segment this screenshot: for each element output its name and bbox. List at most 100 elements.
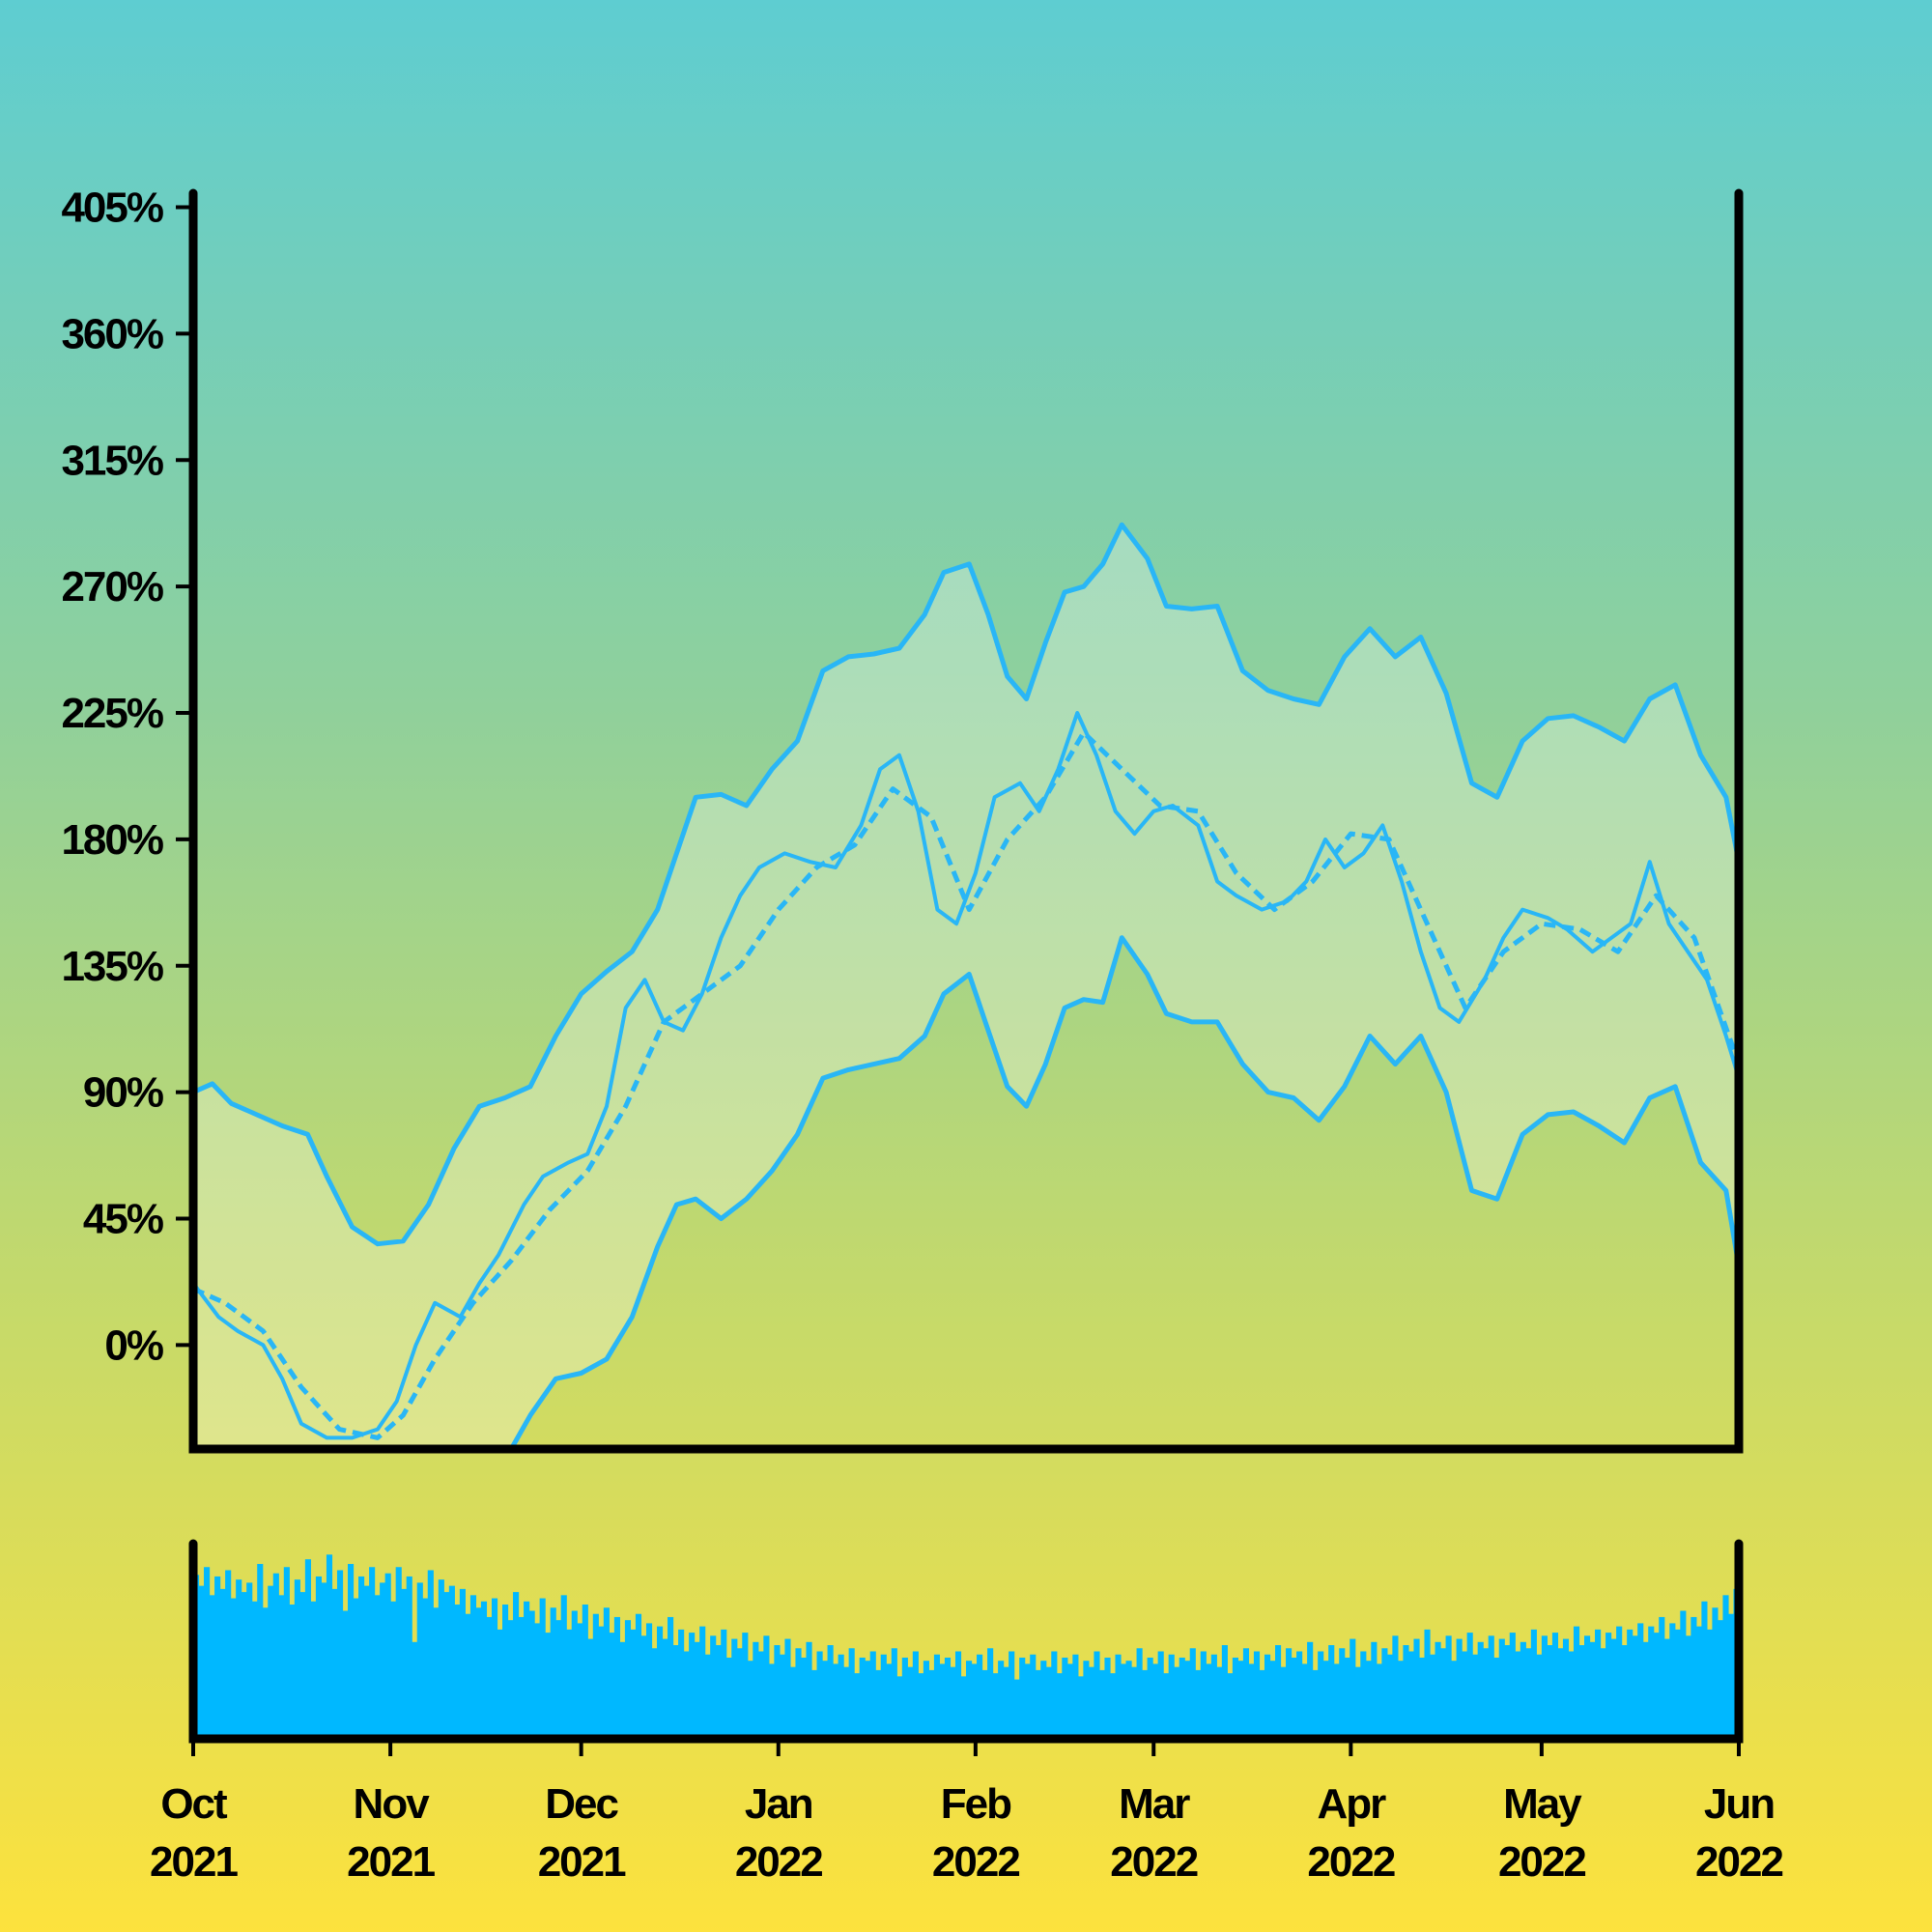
volume-bar — [1466, 1633, 1473, 1739]
volume-bar — [635, 1613, 642, 1739]
volume-bar — [613, 1616, 620, 1739]
volume-bar — [1030, 1654, 1037, 1739]
volume-bar — [1333, 1663, 1340, 1739]
volume-bar — [694, 1641, 700, 1739]
volume-bar — [321, 1582, 327, 1739]
volume-bar — [1354, 1666, 1361, 1739]
y-tick-label: 360% — [61, 310, 162, 357]
volume-bar — [1094, 1651, 1100, 1739]
volume-bar — [1727, 1613, 1735, 1739]
volume-bar — [1498, 1638, 1505, 1739]
volume-bar — [1009, 1651, 1015, 1739]
volume-bar — [1200, 1651, 1207, 1739]
volume-bar — [710, 1635, 717, 1739]
volume-bar — [1584, 1635, 1591, 1739]
volume-bar — [1621, 1645, 1628, 1739]
volume-bar — [912, 1651, 919, 1739]
volume-bar — [469, 1595, 477, 1739]
volume-bars — [193, 1554, 1740, 1739]
volume-bar — [566, 1629, 573, 1739]
volume-bar — [987, 1648, 994, 1739]
volume-bar — [1605, 1633, 1612, 1739]
volume-bar — [374, 1595, 381, 1739]
volume-bar — [358, 1576, 365, 1739]
volume-bar — [1557, 1648, 1564, 1739]
volume-bar — [1424, 1629, 1431, 1739]
volume-bar — [1121, 1663, 1127, 1739]
volume-bar — [412, 1641, 418, 1739]
volume-bar — [1216, 1666, 1223, 1739]
volume-bar — [1706, 1629, 1714, 1739]
volume-bar — [592, 1613, 599, 1739]
volume-bar — [454, 1605, 461, 1739]
volume-bar — [689, 1633, 696, 1739]
y-tick-label: 0% — [104, 1321, 162, 1369]
volume-bar — [662, 1638, 668, 1739]
volume-bar — [1051, 1651, 1058, 1739]
volume-bar — [833, 1663, 839, 1739]
volume-bar — [299, 1592, 306, 1739]
volume-bar — [923, 1661, 929, 1739]
volume-bar — [241, 1592, 247, 1739]
volume-bar — [555, 1620, 562, 1739]
x-tick-month-label: Feb — [941, 1780, 1011, 1828]
x-tick-year-label: 2021 — [150, 1838, 238, 1886]
volume-bar — [1509, 1633, 1516, 1739]
volume-bar — [1430, 1654, 1436, 1739]
volume-bar — [827, 1645, 834, 1739]
volume-bar — [699, 1626, 706, 1739]
volume-bar — [774, 1645, 781, 1739]
volume-bar — [1695, 1626, 1702, 1739]
volume-bar — [268, 1585, 274, 1739]
volume-bar — [1013, 1679, 1020, 1739]
volume-bar — [310, 1601, 317, 1739]
volume-bar — [1407, 1651, 1415, 1739]
volume-bar — [1003, 1666, 1009, 1739]
volume-bar — [1680, 1610, 1687, 1739]
volume-bar — [1296, 1651, 1303, 1739]
volume-bar — [348, 1564, 355, 1739]
volume-bar — [1125, 1661, 1132, 1739]
volume-bar — [721, 1629, 727, 1739]
volume-bar — [1253, 1651, 1261, 1739]
volume-bar — [246, 1582, 253, 1739]
volume-bar — [1690, 1616, 1697, 1739]
volume-bar — [1632, 1635, 1638, 1739]
volume-bar — [475, 1607, 482, 1739]
x-tick-year-label: 2022 — [932, 1838, 1019, 1886]
volume-bar — [598, 1626, 605, 1739]
volume-bar — [401, 1588, 408, 1739]
x-tick-year-label: 2022 — [1498, 1838, 1585, 1886]
x-tick-month-label: Jan — [745, 1780, 812, 1828]
volume-bar — [1248, 1663, 1255, 1739]
volume-bar — [283, 1567, 290, 1739]
volume-bar — [1109, 1673, 1117, 1739]
volume-bar — [757, 1651, 764, 1739]
volume-bar — [1056, 1673, 1063, 1739]
x-tick-year-label: 2021 — [538, 1838, 626, 1886]
volume-bar — [704, 1654, 711, 1739]
volume-bar — [577, 1623, 583, 1739]
volume-bar — [294, 1579, 300, 1739]
volume-bar — [1717, 1620, 1724, 1739]
volume-bar — [257, 1564, 264, 1739]
x-tick-month-label: May — [1503, 1780, 1582, 1828]
volume-bar — [1024, 1663, 1031, 1739]
volume-bar — [1328, 1645, 1335, 1739]
volume-bar — [1413, 1638, 1420, 1739]
volume-bar — [204, 1567, 211, 1739]
x-tick-month-label: Oct — [160, 1780, 228, 1828]
volume-bar — [198, 1585, 205, 1739]
x-tick-month-label: Nov — [354, 1780, 431, 1828]
volume-bar — [950, 1666, 956, 1739]
volume-bar — [331, 1588, 338, 1739]
volume-bar — [1179, 1657, 1185, 1739]
volume-bar — [944, 1657, 952, 1739]
volume-bar — [901, 1657, 908, 1739]
volume-bar — [800, 1657, 808, 1739]
volume-bar — [1595, 1629, 1602, 1739]
volume-bar — [1515, 1651, 1521, 1739]
volume-bar — [1637, 1623, 1644, 1739]
volume-bar — [251, 1601, 258, 1739]
volume-bar — [1115, 1654, 1122, 1739]
